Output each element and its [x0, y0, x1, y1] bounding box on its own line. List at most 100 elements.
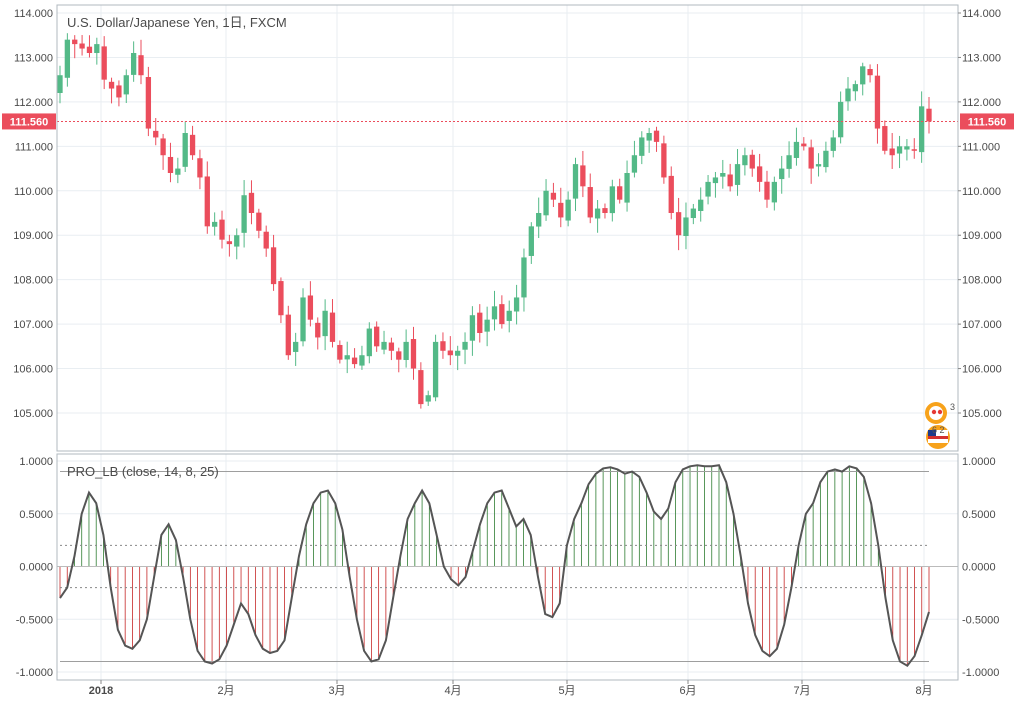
- candle-body[interactable]: [639, 137, 645, 156]
- candle-body[interactable]: [403, 341, 409, 360]
- candle-body[interactable]: [889, 148, 895, 156]
- candle-body[interactable]: [293, 341, 299, 352]
- candle-body[interactable]: [882, 126, 888, 151]
- candle-body[interactable]: [469, 315, 476, 341]
- candle-body[interactable]: [204, 176, 210, 227]
- candle-body[interactable]: [661, 143, 667, 178]
- candle-body[interactable]: [867, 69, 873, 76]
- indicator-line-group[interactable]: [59, 464, 930, 668]
- candle-body[interactable]: [359, 355, 365, 366]
- candle-body[interactable]: [477, 312, 483, 333]
- candle-body[interactable]: [499, 304, 505, 325]
- candle-body[interactable]: [764, 181, 770, 200]
- candle-body[interactable]: [536, 213, 542, 227]
- candle-body[interactable]: [388, 342, 395, 351]
- candle-body[interactable]: [447, 350, 453, 356]
- candle-body[interactable]: [248, 192, 255, 213]
- candle-body[interactable]: [550, 192, 557, 200]
- candle-body[interactable]: [145, 77, 152, 129]
- candle-body[interactable]: [506, 310, 512, 321]
- candle-body[interactable]: [130, 53, 137, 75]
- candle-body[interactable]: [698, 199, 704, 211]
- candle-body[interactable]: [57, 75, 63, 93]
- candle-body[interactable]: [418, 370, 424, 405]
- indicator-line[interactable]: [59, 464, 930, 668]
- candle-body[interactable]: [300, 297, 306, 342]
- symbol-icon-group[interactable]: 3 6 2: [925, 402, 955, 449]
- candle-body[interactable]: [219, 219, 225, 240]
- candle-body[interactable]: [779, 168, 785, 180]
- candle-body[interactable]: [241, 195, 247, 233]
- candle-body[interactable]: [513, 297, 520, 312]
- candle-body[interactable]: [160, 138, 166, 156]
- candle-body[interactable]: [830, 137, 836, 151]
- candle-body[interactable]: [572, 164, 579, 199]
- candle-body[interactable]: [874, 75, 881, 129]
- candle-body[interactable]: [344, 355, 350, 360]
- candle-body[interactable]: [594, 208, 601, 219]
- candle-body[interactable]: [690, 208, 696, 219]
- candle-body[interactable]: [396, 351, 402, 360]
- candle-body[interactable]: [852, 84, 859, 92]
- candle-body[interactable]: [175, 168, 181, 175]
- candle-body[interactable]: [138, 55, 144, 76]
- candle-body[interactable]: [263, 231, 269, 249]
- candle-body[interactable]: [771, 181, 777, 203]
- candle-body[interactable]: [307, 295, 314, 320]
- candle-body[interactable]: [256, 212, 262, 231]
- candle-body[interactable]: [440, 341, 446, 351]
- candle-body[interactable]: [734, 164, 741, 185]
- candle-body[interactable]: [727, 174, 733, 187]
- candle-body[interactable]: [455, 350, 461, 356]
- candle-body[interactable]: [94, 44, 100, 54]
- candle-body[interactable]: [631, 155, 638, 173]
- candle-body[interactable]: [602, 208, 608, 213]
- candle-body[interactable]: [285, 314, 291, 356]
- candle-body[interactable]: [462, 341, 468, 350]
- candle-body[interactable]: [646, 133, 652, 141]
- candle-body[interactable]: [329, 312, 336, 342]
- candle-body[interactable]: [712, 177, 719, 184]
- candles[interactable]: [57, 33, 958, 409]
- candle-body[interactable]: [749, 154, 755, 169]
- candle-body[interactable]: [72, 39, 78, 45]
- candle-body[interactable]: [123, 75, 129, 95]
- candle-body[interactable]: [558, 202, 564, 218]
- candle-body[interactable]: [79, 43, 85, 49]
- candle-body[interactable]: [609, 186, 615, 214]
- candle-body[interactable]: [153, 130, 159, 138]
- candle-body[interactable]: [624, 173, 630, 203]
- candle-body[interactable]: [322, 310, 328, 337]
- candle-body[interactable]: [315, 322, 321, 338]
- candle-body[interactable]: [683, 217, 689, 237]
- candle-body[interactable]: [116, 85, 122, 98]
- candle-body[interactable]: [410, 339, 417, 369]
- candle-body[interactable]: [793, 141, 800, 158]
- candle-body[interactable]: [182, 133, 188, 167]
- candle-body[interactable]: [351, 357, 358, 365]
- candle-body[interactable]: [756, 166, 763, 182]
- candle-body[interactable]: [212, 221, 218, 227]
- candle-body[interactable]: [197, 158, 203, 178]
- candle-body[interactable]: [381, 341, 387, 350]
- candle-body[interactable]: [860, 66, 866, 85]
- candle-body[interactable]: [617, 186, 623, 200]
- candle-body[interactable]: [234, 235, 240, 247]
- candle-body[interactable]: [580, 165, 586, 187]
- candle-body[interactable]: [815, 164, 822, 167]
- candle-body[interactable]: [823, 150, 829, 168]
- candle-body[interactable]: [521, 257, 527, 298]
- candle-body[interactable]: [226, 241, 233, 245]
- candle-body[interactable]: [911, 149, 917, 151]
- candle-body[interactable]: [565, 199, 571, 221]
- candle-body[interactable]: [64, 39, 71, 78]
- candle-body[interactable]: [167, 156, 174, 173]
- candle-body[interactable]: [189, 134, 196, 156]
- candle-body[interactable]: [653, 130, 660, 142]
- candle-body[interactable]: [108, 81, 115, 89]
- candle-body[interactable]: [86, 46, 93, 53]
- candle-body[interactable]: [808, 147, 814, 169]
- candle-body[interactable]: [904, 146, 910, 150]
- candle-body[interactable]: [484, 319, 490, 332]
- candle-body[interactable]: [270, 247, 277, 285]
